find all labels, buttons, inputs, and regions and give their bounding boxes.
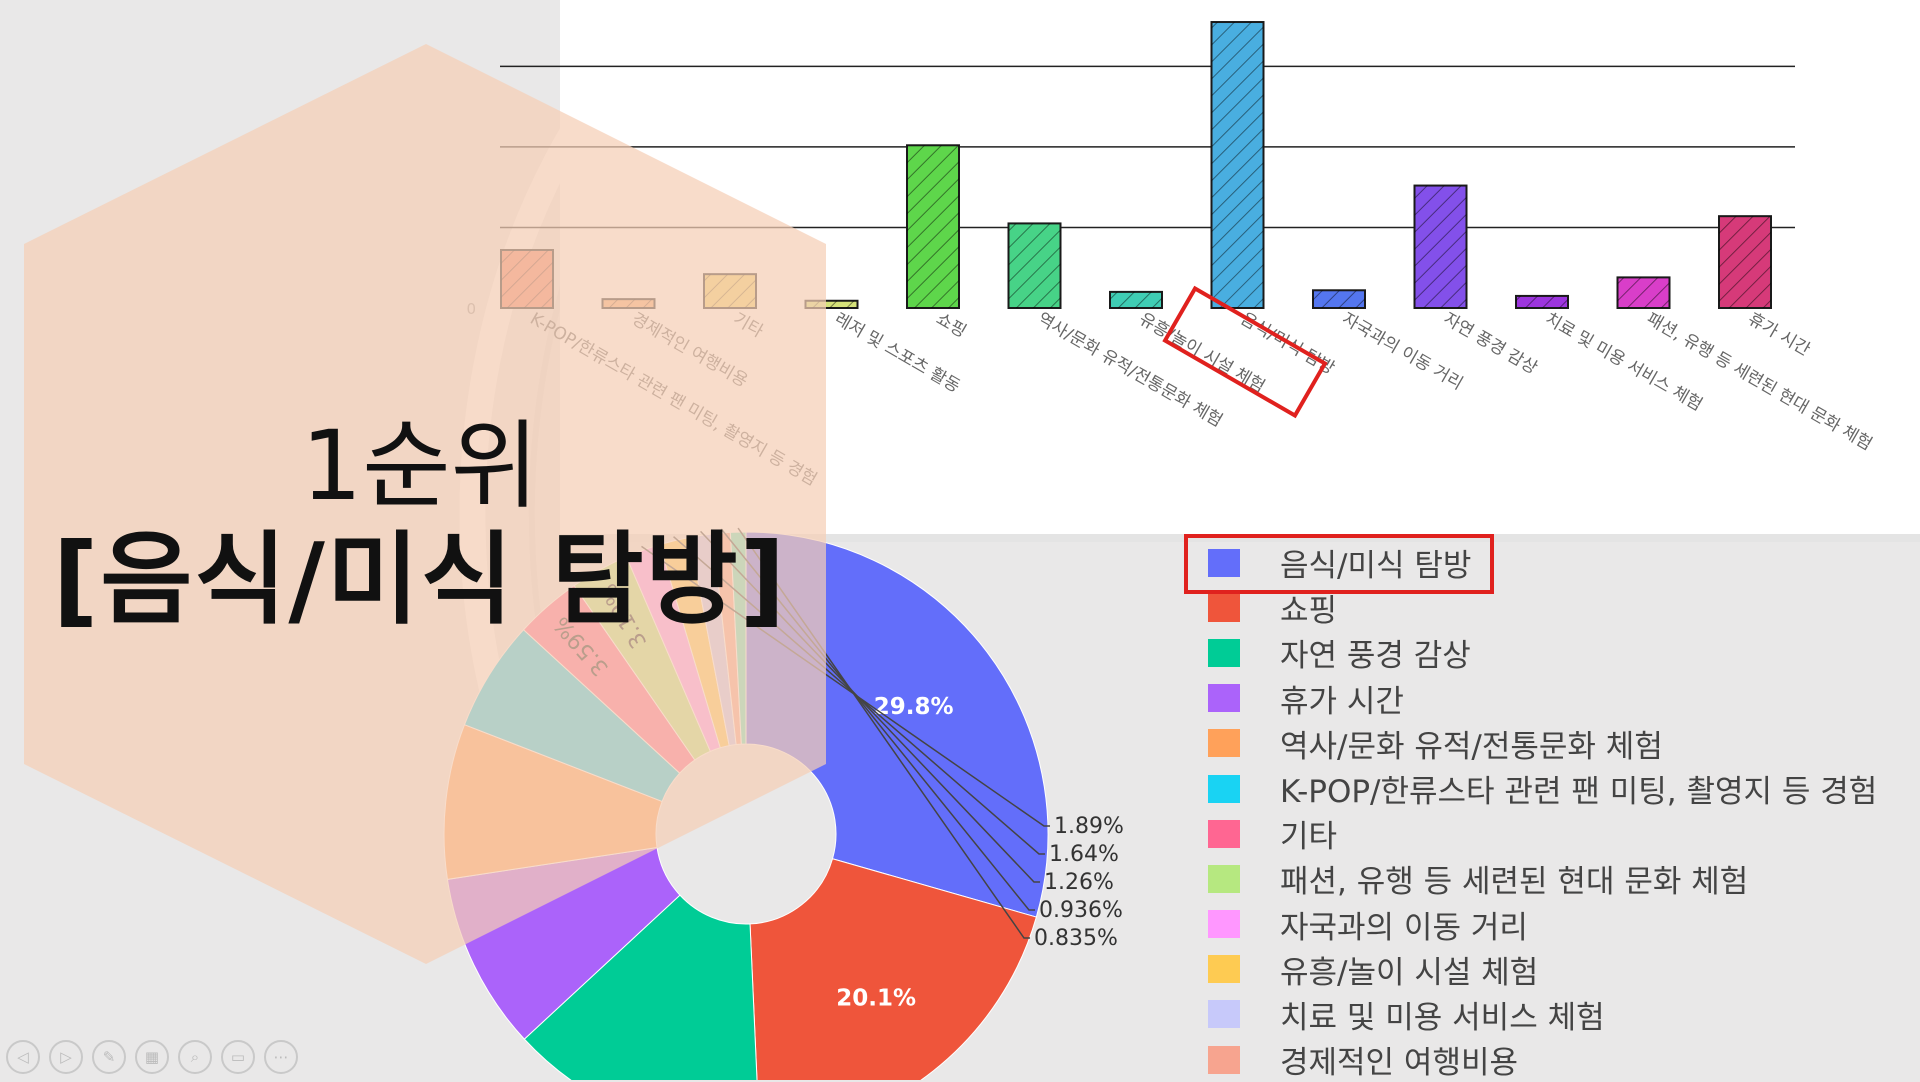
- legend-label: 역사/문화 유적/전통문화 체험: [1280, 728, 1663, 765]
- donut-slice-label: 1.89%: [1054, 814, 1124, 839]
- donut-slice: [749, 858, 1037, 1080]
- legend-label: 자연 풍경 감상: [1280, 638, 1471, 675]
- next-slide-button[interactable]: ▷: [49, 1040, 83, 1074]
- rank-title: 1순위: [301, 410, 539, 522]
- donut-slice-label: 0.835%: [1034, 926, 1118, 951]
- prev-slide-button[interactable]: ◁: [6, 1040, 40, 1074]
- legend-item[interactable]: 자국과의 이동 거리: [1208, 902, 1877, 947]
- presentation-toolbar: ◁ ▷ ✎ ▦ ⌕ ▭ ⋯: [6, 1040, 307, 1074]
- donut-slice: [523, 894, 758, 1080]
- donut-slice-label: 0.936%: [1039, 898, 1123, 923]
- slide-sorter-button[interactable]: ▦: [135, 1040, 169, 1074]
- more-options-button[interactable]: ⋯: [264, 1040, 298, 1074]
- bar-hatch: [1008, 223, 1061, 308]
- donut-leader-line: [737, 527, 1030, 939]
- legend-label: 쇼핑: [1280, 593, 1338, 630]
- legend-label: 음식/미식 탐방: [1280, 548, 1472, 585]
- legend-label: 유흥/놀이 시설 체험: [1280, 954, 1539, 991]
- bar-hatch: [1617, 277, 1670, 308]
- legend-item[interactable]: K-POP/한류스타 관련 팬 미팅, 촬영지 등 경험: [1208, 766, 1877, 811]
- legend-highlight-box: [1184, 534, 1494, 594]
- subtitles-button[interactable]: ▭: [221, 1040, 255, 1074]
- pen-tool-icon: ✎: [102, 1048, 116, 1066]
- zoom-icon: ⌕: [190, 1048, 200, 1066]
- bar-label-highlight-box: [1162, 285, 1328, 419]
- legend-swatch: [1208, 729, 1240, 758]
- bar-hatch: [1110, 291, 1162, 308]
- legend-item[interactable]: 유흥/놀이 시설 체험: [1208, 947, 1877, 992]
- bar-hatch: [1414, 185, 1467, 308]
- bar-hatch: [1516, 295, 1568, 308]
- bar-hatch: [1313, 290, 1365, 308]
- pen-tool-button[interactable]: ✎: [92, 1040, 126, 1074]
- legend-swatch: [1208, 774, 1240, 803]
- legend-item[interactable]: 경제적인 여행비용: [1208, 1037, 1877, 1082]
- legend-item[interactable]: 쇼핑: [1208, 585, 1877, 630]
- prev-slide-icon: ◁: [17, 1048, 29, 1066]
- bar-hatch: [1211, 22, 1264, 309]
- legend-item[interactable]: 기타: [1208, 811, 1877, 856]
- legend-label: 기타: [1280, 819, 1338, 856]
- slide-sorter-icon: ▦: [144, 1048, 160, 1066]
- legend-swatch: [1208, 593, 1240, 622]
- legend-label: K-POP/한류스타 관련 팬 미팅, 촬영지 등 경험: [1280, 774, 1878, 811]
- hexagon-overlay: [24, 44, 826, 964]
- subtitles-icon: ▭: [230, 1048, 246, 1066]
- donut-slice-label: 29.8%: [874, 694, 954, 720]
- legend-swatch: [1208, 638, 1240, 667]
- legend-label: 자국과의 이동 거리: [1280, 909, 1528, 946]
- legend-swatch: [1208, 684, 1240, 713]
- legend-item[interactable]: 패션, 유행 등 세련된 현대 문화 체험: [1208, 856, 1877, 901]
- legend-item[interactable]: 치료 및 미용 서비스 체험: [1208, 992, 1877, 1037]
- legend-swatch: [1208, 819, 1240, 848]
- bar-hatch: [1719, 216, 1771, 308]
- legend-swatch: [1208, 864, 1240, 893]
- donut-slice-label: 1.64%: [1049, 842, 1119, 867]
- legend-swatch: [1208, 1045, 1240, 1074]
- bar-hatch: [805, 300, 858, 308]
- legend-swatch: [1208, 1000, 1240, 1029]
- zoom-button[interactable]: ⌕: [178, 1040, 212, 1074]
- legend-item[interactable]: 자연 풍경 감상: [1208, 630, 1877, 675]
- legend-item[interactable]: 휴가 시간: [1208, 676, 1877, 721]
- bar-hatch: [907, 145, 959, 308]
- donut-slice-label: 1.26%: [1044, 870, 1114, 895]
- legend-label: 경제적인 여행비용: [1280, 1045, 1519, 1082]
- legend-label: 휴가 시간: [1280, 683, 1404, 720]
- legend-label: 치료 및 미용 서비스 체험: [1280, 999, 1605, 1036]
- donut-slice-label: 20.1%: [836, 985, 916, 1011]
- legend-item[interactable]: 역사/문화 유적/전통문화 체험: [1208, 721, 1877, 766]
- headline-title: [음식/미식 탐방]: [52, 521, 788, 638]
- more-options-icon: ⋯: [273, 1048, 289, 1066]
- legend-item[interactable]: 음식/미식 탐방: [1208, 540, 1877, 585]
- next-slide-icon: ▷: [60, 1048, 72, 1066]
- legend-swatch: [1208, 548, 1240, 577]
- legend-label: 패션, 유행 등 세련된 현대 문화 체험: [1280, 864, 1749, 901]
- legend-swatch: [1208, 910, 1240, 939]
- legend-swatch: [1208, 955, 1240, 984]
